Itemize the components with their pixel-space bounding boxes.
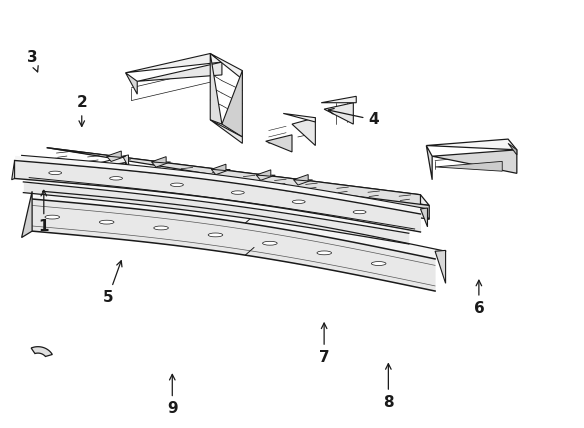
PathPatch shape: [126, 54, 222, 73]
Text: 1: 1: [39, 190, 49, 235]
PathPatch shape: [222, 71, 242, 137]
Text: 9: 9: [167, 374, 178, 416]
Ellipse shape: [292, 200, 305, 203]
PathPatch shape: [210, 120, 242, 143]
PathPatch shape: [47, 148, 420, 208]
PathPatch shape: [435, 161, 502, 171]
PathPatch shape: [12, 160, 15, 180]
PathPatch shape: [435, 250, 446, 283]
Text: 4: 4: [328, 108, 379, 128]
Ellipse shape: [99, 220, 114, 224]
PathPatch shape: [294, 180, 312, 185]
PathPatch shape: [210, 54, 222, 124]
PathPatch shape: [47, 148, 429, 205]
Text: 3: 3: [27, 50, 38, 72]
Ellipse shape: [353, 210, 366, 214]
PathPatch shape: [292, 118, 315, 146]
PathPatch shape: [123, 167, 128, 172]
PathPatch shape: [47, 161, 429, 219]
Text: 8: 8: [383, 364, 394, 410]
Polygon shape: [15, 155, 427, 214]
PathPatch shape: [152, 162, 171, 167]
PathPatch shape: [123, 155, 128, 167]
Ellipse shape: [45, 215, 60, 219]
Ellipse shape: [154, 226, 168, 230]
PathPatch shape: [137, 62, 222, 81]
Ellipse shape: [49, 171, 62, 175]
PathPatch shape: [426, 146, 432, 180]
Ellipse shape: [317, 251, 332, 255]
Ellipse shape: [110, 177, 123, 180]
PathPatch shape: [266, 135, 292, 152]
PathPatch shape: [210, 54, 242, 79]
Ellipse shape: [263, 241, 277, 245]
PathPatch shape: [256, 170, 271, 176]
Text: 2: 2: [77, 95, 87, 126]
PathPatch shape: [420, 208, 427, 227]
Polygon shape: [32, 191, 446, 259]
PathPatch shape: [107, 151, 121, 158]
Ellipse shape: [231, 191, 244, 194]
PathPatch shape: [211, 169, 230, 175]
Polygon shape: [23, 178, 415, 233]
PathPatch shape: [426, 139, 517, 150]
Ellipse shape: [208, 233, 223, 237]
PathPatch shape: [211, 164, 226, 171]
PathPatch shape: [55, 158, 429, 219]
PathPatch shape: [321, 96, 356, 103]
PathPatch shape: [256, 175, 275, 180]
PathPatch shape: [107, 156, 126, 161]
Text: 5: 5: [103, 261, 122, 305]
PathPatch shape: [67, 156, 126, 171]
PathPatch shape: [31, 347, 53, 357]
PathPatch shape: [432, 150, 517, 173]
Text: 7: 7: [319, 323, 329, 365]
PathPatch shape: [67, 163, 126, 178]
PathPatch shape: [126, 73, 137, 94]
Ellipse shape: [171, 183, 183, 187]
Text: 6: 6: [474, 280, 484, 316]
PathPatch shape: [152, 157, 166, 163]
Ellipse shape: [371, 262, 386, 265]
PathPatch shape: [283, 113, 315, 122]
PathPatch shape: [294, 175, 308, 181]
PathPatch shape: [324, 103, 353, 124]
PathPatch shape: [66, 169, 73, 178]
PathPatch shape: [22, 191, 32, 238]
PathPatch shape: [508, 143, 517, 155]
